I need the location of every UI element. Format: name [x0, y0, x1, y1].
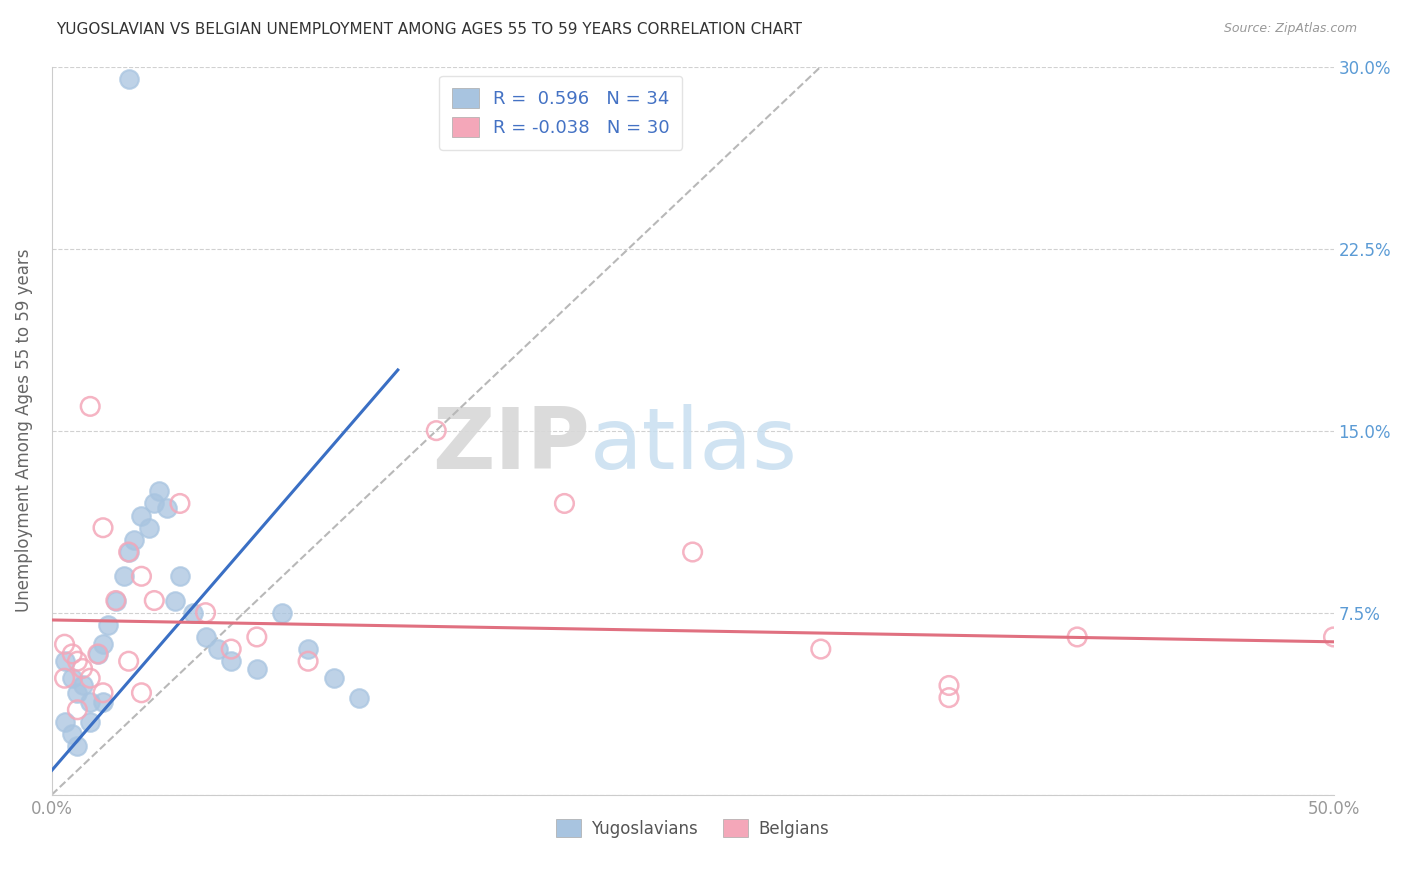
- Point: [118, 71, 141, 86]
- Point: [246, 661, 269, 675]
- Point: [246, 630, 269, 644]
- Point: [104, 593, 127, 607]
- Point: [163, 593, 186, 607]
- Point: [682, 545, 704, 559]
- Point: [810, 642, 832, 657]
- Point: [66, 686, 89, 700]
- Text: YUGOSLAVIAN VS BELGIAN UNEMPLOYMENT AMONG AGES 55 TO 59 YEARS CORRELATION CHART: YUGOSLAVIAN VS BELGIAN UNEMPLOYMENT AMON…: [56, 22, 803, 37]
- Point: [118, 545, 141, 559]
- Point: [66, 654, 89, 668]
- Point: [91, 637, 114, 651]
- Point: [138, 521, 160, 535]
- Point: [79, 400, 101, 414]
- Point: [53, 714, 76, 729]
- Text: atlas: atlas: [591, 404, 799, 487]
- Point: [91, 521, 114, 535]
- Point: [87, 647, 110, 661]
- Point: [53, 671, 76, 685]
- Point: [131, 569, 153, 583]
- Point: [194, 606, 217, 620]
- Point: [938, 690, 960, 705]
- Point: [79, 696, 101, 710]
- Point: [79, 671, 101, 685]
- Point: [156, 501, 179, 516]
- Point: [219, 642, 242, 657]
- Point: [169, 569, 191, 583]
- Point: [118, 545, 141, 559]
- Point: [194, 630, 217, 644]
- Point: [131, 508, 153, 523]
- Point: [131, 686, 153, 700]
- Point: [53, 654, 76, 668]
- Point: [53, 637, 76, 651]
- Point: [1066, 630, 1088, 644]
- Point: [148, 484, 170, 499]
- Point: [425, 424, 447, 438]
- Point: [219, 654, 242, 668]
- Point: [66, 739, 89, 754]
- Point: [143, 496, 166, 510]
- Text: Source: ZipAtlas.com: Source: ZipAtlas.com: [1223, 22, 1357, 36]
- Point: [72, 661, 94, 675]
- Y-axis label: Unemployment Among Ages 55 to 59 years: Unemployment Among Ages 55 to 59 years: [15, 249, 32, 613]
- Point: [349, 690, 371, 705]
- Point: [72, 678, 94, 692]
- Point: [104, 593, 127, 607]
- Point: [122, 533, 145, 547]
- Point: [207, 642, 229, 657]
- Text: ZIP: ZIP: [432, 404, 591, 487]
- Point: [60, 727, 83, 741]
- Point: [66, 703, 89, 717]
- Point: [169, 496, 191, 510]
- Point: [297, 642, 319, 657]
- Point: [91, 686, 114, 700]
- Point: [60, 671, 83, 685]
- Point: [297, 654, 319, 668]
- Point: [553, 496, 575, 510]
- Point: [1322, 630, 1344, 644]
- Point: [938, 678, 960, 692]
- Legend: Yugoslavians, Belgians: Yugoslavians, Belgians: [550, 813, 835, 845]
- Point: [271, 606, 294, 620]
- Point: [91, 696, 114, 710]
- Point: [87, 647, 110, 661]
- Point: [112, 569, 135, 583]
- Point: [79, 714, 101, 729]
- Point: [60, 647, 83, 661]
- Point: [97, 617, 120, 632]
- Point: [118, 654, 141, 668]
- Point: [181, 606, 204, 620]
- Point: [143, 593, 166, 607]
- Point: [322, 671, 344, 685]
